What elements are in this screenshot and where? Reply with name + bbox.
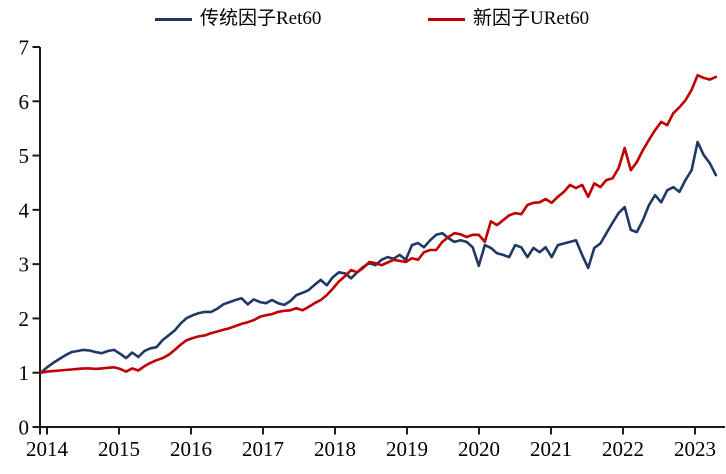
y-tick-label: 7 <box>19 36 30 60</box>
x-tick-label: 2019 <box>386 437 428 461</box>
x-tick-label: 2020 <box>458 437 500 461</box>
y-tick-label: 4 <box>19 198 30 222</box>
x-tick-label: 2018 <box>314 437 356 461</box>
x-tick-label: 2022 <box>602 437 644 461</box>
legend-item-ret60: 传统因子Ret60 <box>155 6 321 32</box>
series-line-0 <box>39 140 718 375</box>
legend-line-ret60-swatch <box>155 17 192 21</box>
x-tick-label: 2017 <box>242 437 284 461</box>
y-tick-label: 0 <box>19 416 30 440</box>
legend-label-uret60: 新因子URet60 <box>473 8 590 29</box>
x-tick-label: 2014 <box>26 437 69 461</box>
x-tick-label: 2023 <box>674 437 716 461</box>
legend-item-uret60: 新因子URet60 <box>428 6 589 32</box>
legend-line-uret60-swatch <box>428 17 465 21</box>
series-line-1 <box>39 73 718 375</box>
y-tick-label: 5 <box>19 144 30 168</box>
y-tick-label: 3 <box>19 253 30 277</box>
x-tick-label: 2021 <box>530 437 572 461</box>
y-tick-label: 6 <box>19 90 30 114</box>
y-tick-label: 1 <box>19 361 30 385</box>
legend-label-ret60: 传统因子Ret60 <box>200 8 322 29</box>
y-tick-label: 2 <box>19 307 30 331</box>
x-tick-label: 2016 <box>170 437 212 461</box>
x-tick-label: 2015 <box>98 437 140 461</box>
